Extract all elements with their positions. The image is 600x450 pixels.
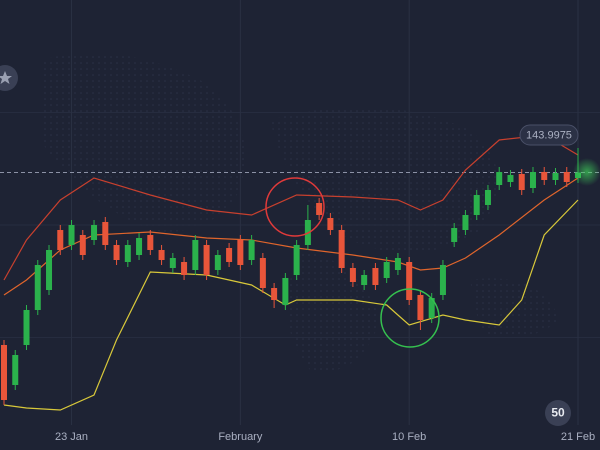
- candle-body: [68, 225, 75, 245]
- highlight-circle: [265, 177, 325, 237]
- price-label: 143.9975: [526, 129, 572, 141]
- candle-body: [349, 268, 356, 282]
- candle-body: [439, 265, 446, 295]
- candle-body: [248, 240, 255, 260]
- candle-body: [169, 258, 176, 268]
- candle-body: [338, 230, 345, 268]
- candle-body: [181, 262, 188, 275]
- candle-body: [226, 248, 233, 262]
- candle-body: [192, 240, 199, 270]
- candle-body: [552, 173, 559, 180]
- candle-body: [361, 275, 368, 285]
- candle-body: [102, 222, 109, 245]
- candle-body: [203, 245, 210, 275]
- candle-body: [57, 230, 64, 250]
- candle-body: [91, 225, 98, 240]
- candle-body: [214, 255, 221, 270]
- candle-body: [79, 235, 86, 255]
- zoom-label: 50: [551, 406, 565, 420]
- candle-body: [541, 172, 548, 180]
- candle-body: [158, 250, 165, 260]
- band-line: [3, 134, 579, 281]
- candle-body: [124, 245, 131, 262]
- candle-body: [417, 295, 424, 320]
- candle-body: [136, 238, 143, 255]
- candle-body: [529, 172, 536, 188]
- star-icon: [0, 71, 12, 84]
- candle-body: [327, 218, 334, 230]
- candle-body: [293, 245, 300, 275]
- zoom-badge[interactable]: [545, 400, 571, 426]
- candle-body: [282, 278, 289, 305]
- candle-body: [428, 298, 435, 318]
- candle-body: [46, 250, 53, 290]
- candle-body: [23, 310, 30, 345]
- x-tick-label: 23 Jan: [55, 431, 88, 443]
- candle-body: [259, 258, 266, 288]
- candle-body: [113, 245, 120, 260]
- candle-body: [462, 215, 469, 230]
- price-tag: [519, 124, 579, 146]
- candle-body: [383, 262, 390, 278]
- highlight-circle: [380, 288, 440, 348]
- candle-body: [406, 262, 413, 300]
- candle-body: [518, 174, 525, 190]
- candle-body: [473, 195, 480, 215]
- band-line: [3, 199, 579, 411]
- candle-body: [496, 172, 503, 185]
- candle-body: [394, 258, 401, 270]
- candle-body: [563, 172, 570, 182]
- band-line: [3, 177, 579, 296]
- bands: [3, 134, 579, 411]
- candle-body: [451, 228, 458, 242]
- candle-body: [484, 190, 491, 205]
- candle-body: [237, 240, 244, 265]
- candles: [1, 148, 581, 405]
- candle-body: [1, 345, 7, 400]
- x-tick-label: February: [218, 431, 263, 443]
- candle-body: [12, 355, 19, 385]
- candle-body: [34, 265, 41, 310]
- candle-body: [316, 203, 323, 215]
- candle-body: [147, 235, 154, 250]
- x-tick-label: 10 Feb: [392, 431, 426, 443]
- candle-body: [271, 288, 278, 300]
- candle-body: [507, 175, 514, 182]
- candle-body: [372, 268, 379, 285]
- price-glow: [573, 158, 600, 186]
- x-tick-label: 21 Feb: [561, 431, 595, 443]
- world-map: [40, 53, 560, 372]
